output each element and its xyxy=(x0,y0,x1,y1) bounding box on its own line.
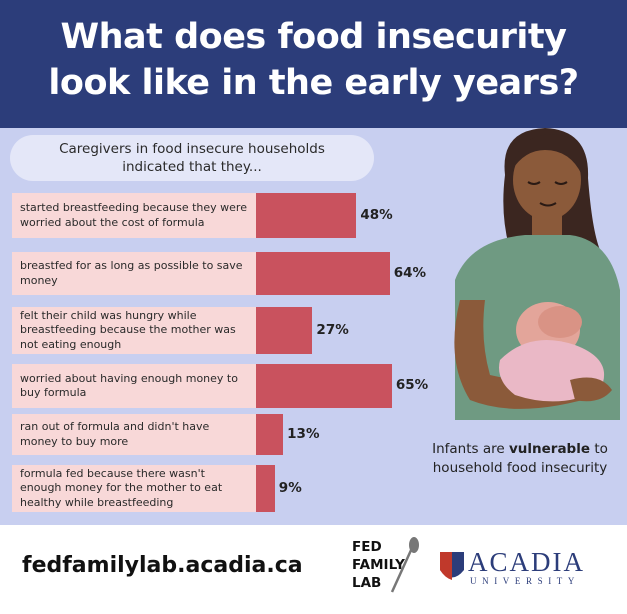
illustration-caption: Infants are vulnerable to household food… xyxy=(420,440,620,478)
value-label: 27% xyxy=(316,321,349,338)
bar-label: worried about having enough money to buy… xyxy=(12,364,256,408)
university-logo: ACADIA xyxy=(468,547,585,577)
bar-label: formula fed because there wasn't enough … xyxy=(12,465,256,512)
value-label: 48% xyxy=(360,206,393,223)
bar xyxy=(256,252,390,295)
chart-subtitle: Caregivers in food insecure households i… xyxy=(10,135,374,181)
bar xyxy=(256,414,284,455)
lab-logo-text: LAB xyxy=(352,575,382,591)
caption-emphasis: vulnerable xyxy=(508,441,591,457)
caption-text: to household food insecurity xyxy=(432,441,608,476)
bar xyxy=(256,364,392,408)
university-logo: UNIVERSITY xyxy=(470,576,580,586)
value-label: 64% xyxy=(393,264,427,281)
bar-label: breastfed for as long as possible to sav… xyxy=(12,252,256,295)
value-label: 65% xyxy=(395,377,429,393)
bar-label: started breastfeeding because they were … xyxy=(12,193,256,238)
bar xyxy=(256,307,313,354)
caption-text: Infants are xyxy=(432,441,505,457)
value-label: 9% xyxy=(278,479,302,496)
footer-url: fedfamilylab.acadia.ca xyxy=(22,553,303,578)
bar-label: felt their child was hungry while breast… xyxy=(12,307,256,354)
header xyxy=(0,0,627,128)
bar-label: ran out of formula and didn't have money… xyxy=(12,414,256,455)
chart-title: What does food insecurity look like in t… xyxy=(48,17,579,103)
value-label: 13% xyxy=(287,425,320,442)
lab-logo-text: FAMILY xyxy=(352,557,405,573)
bar xyxy=(256,465,275,512)
lab-logo-text: FED xyxy=(352,539,382,555)
bar xyxy=(256,193,357,238)
